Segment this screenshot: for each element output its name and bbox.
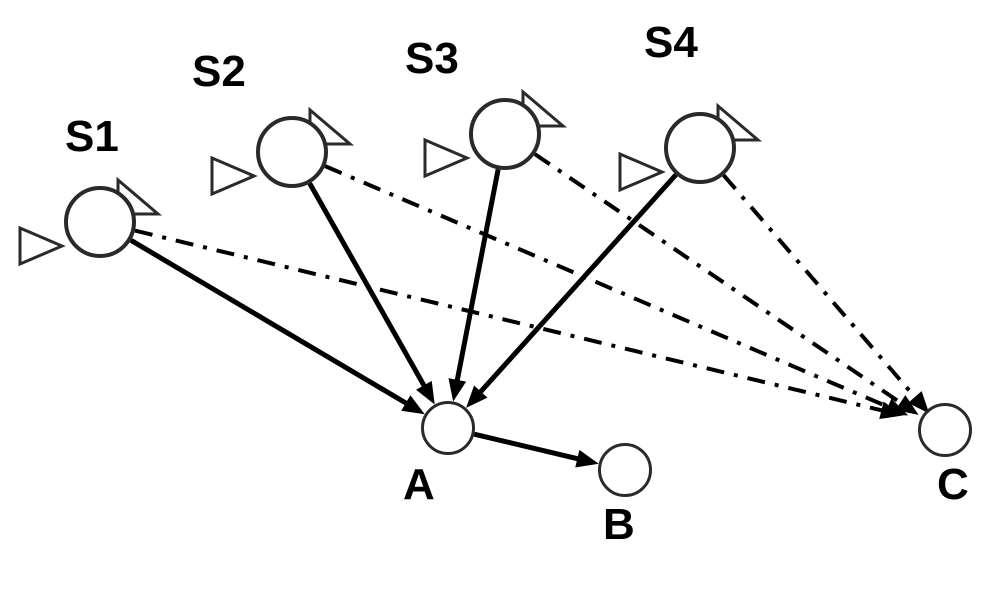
panel-icon — [0, 0, 1000, 598]
edge-S1-C — [135, 231, 903, 419]
diagram-canvas: S1 S2 S3 S4 A B C — [0, 0, 1000, 598]
arrowhead-icon — [466, 386, 487, 408]
arrowhead-icon — [416, 381, 435, 405]
label-C: C — [937, 460, 969, 510]
node-S2 — [256, 116, 328, 188]
label-S3: S3 — [405, 34, 459, 84]
arrowhead-icon — [879, 402, 903, 419]
node-A — [421, 401, 475, 455]
node-S3 — [469, 98, 541, 170]
label-B: B — [603, 500, 635, 550]
edge-S2-A — [310, 183, 435, 404]
arrowhead-icon — [895, 395, 918, 415]
panel-icon — [0, 0, 1000, 598]
edge-S3-C — [535, 154, 919, 415]
node-S4 — [664, 112, 736, 184]
label-S1: S1 — [65, 112, 119, 162]
node-C — [918, 403, 972, 457]
node-S1 — [64, 186, 136, 258]
edge-S4-C — [724, 175, 930, 413]
label-S2: S2 — [192, 47, 246, 97]
panel-icon — [0, 0, 1000, 598]
panel-icon — [0, 0, 1000, 598]
edge-S3-A — [448, 169, 498, 401]
edge-layer — [0, 0, 1000, 598]
edge-S1-A — [131, 240, 425, 414]
arrowhead-icon — [884, 399, 908, 416]
arrowhead-icon — [448, 378, 466, 401]
edge-S2-C — [325, 166, 908, 415]
panel-icon — [0, 0, 1000, 598]
arrowhead-icon — [575, 450, 598, 468]
label-S4: S4 — [644, 18, 698, 68]
panel-icon — [0, 0, 1000, 598]
panel-icon — [0, 0, 1000, 598]
node-B — [598, 443, 652, 497]
label-A: A — [403, 460, 435, 510]
edge-S4-A — [466, 175, 676, 408]
arrowhead-icon — [401, 395, 425, 414]
panel-icon — [0, 0, 1000, 598]
edge-A-B — [474, 434, 598, 467]
